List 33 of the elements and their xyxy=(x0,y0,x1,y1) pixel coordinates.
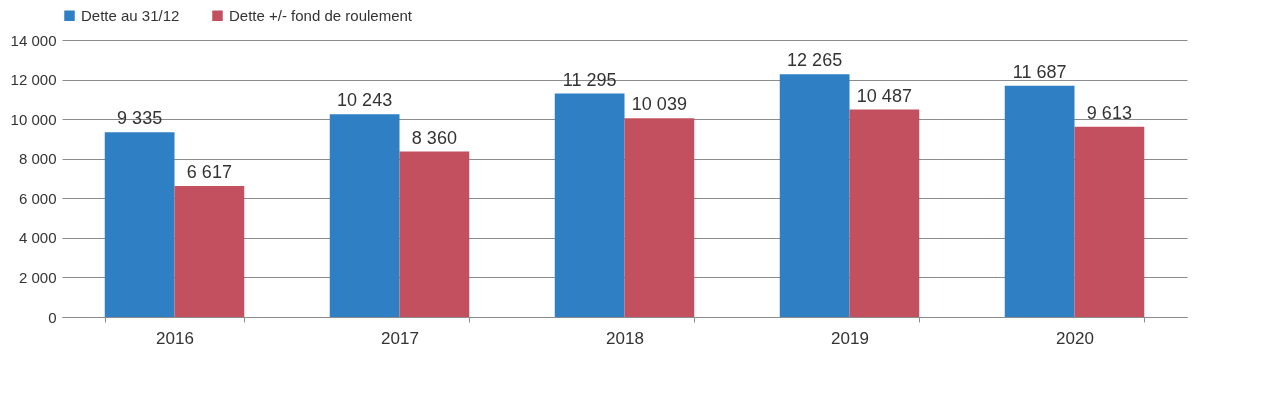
data-label: 12 265 xyxy=(787,50,843,71)
y-tick-label: 12 000 xyxy=(10,71,57,89)
data-label: 6 617 xyxy=(186,162,232,183)
x-tick-label: 2020 xyxy=(1056,328,1094,348)
legend-label: Dette +/- fond de roulement xyxy=(229,6,413,24)
y-tick-label: 4 000 xyxy=(18,229,57,247)
data-label: 9 613 xyxy=(1086,102,1132,123)
data-label: 10 487 xyxy=(856,85,912,106)
bar xyxy=(104,132,175,317)
y-tick-label: 6 000 xyxy=(18,189,57,207)
bar xyxy=(174,186,245,317)
x-tick-label: 2017 xyxy=(381,328,419,348)
data-label: 11 687 xyxy=(1012,61,1067,82)
bar xyxy=(624,118,695,317)
bar xyxy=(779,74,850,317)
y-tick-label: 8 000 xyxy=(18,150,57,168)
bar xyxy=(399,151,470,317)
bar xyxy=(554,93,625,317)
data-label: 10 243 xyxy=(337,90,393,111)
bar xyxy=(1074,126,1145,317)
bar xyxy=(329,114,400,317)
y-tick-label: 10 000 xyxy=(10,110,57,128)
legend-label: Dette au 31/12 xyxy=(81,6,180,24)
bar xyxy=(849,109,920,317)
data-label: 8 360 xyxy=(411,127,457,148)
bar xyxy=(1004,85,1075,317)
x-tick-label: 2018 xyxy=(606,328,644,348)
x-tick-label: 2019 xyxy=(831,328,869,348)
y-tick-label: 14 000 xyxy=(10,31,57,49)
data-label: 10 039 xyxy=(631,94,687,115)
x-tick-label: 2016 xyxy=(156,328,194,348)
y-tick-label: 2 000 xyxy=(18,268,57,286)
y-tick-label: 0 xyxy=(48,308,57,326)
